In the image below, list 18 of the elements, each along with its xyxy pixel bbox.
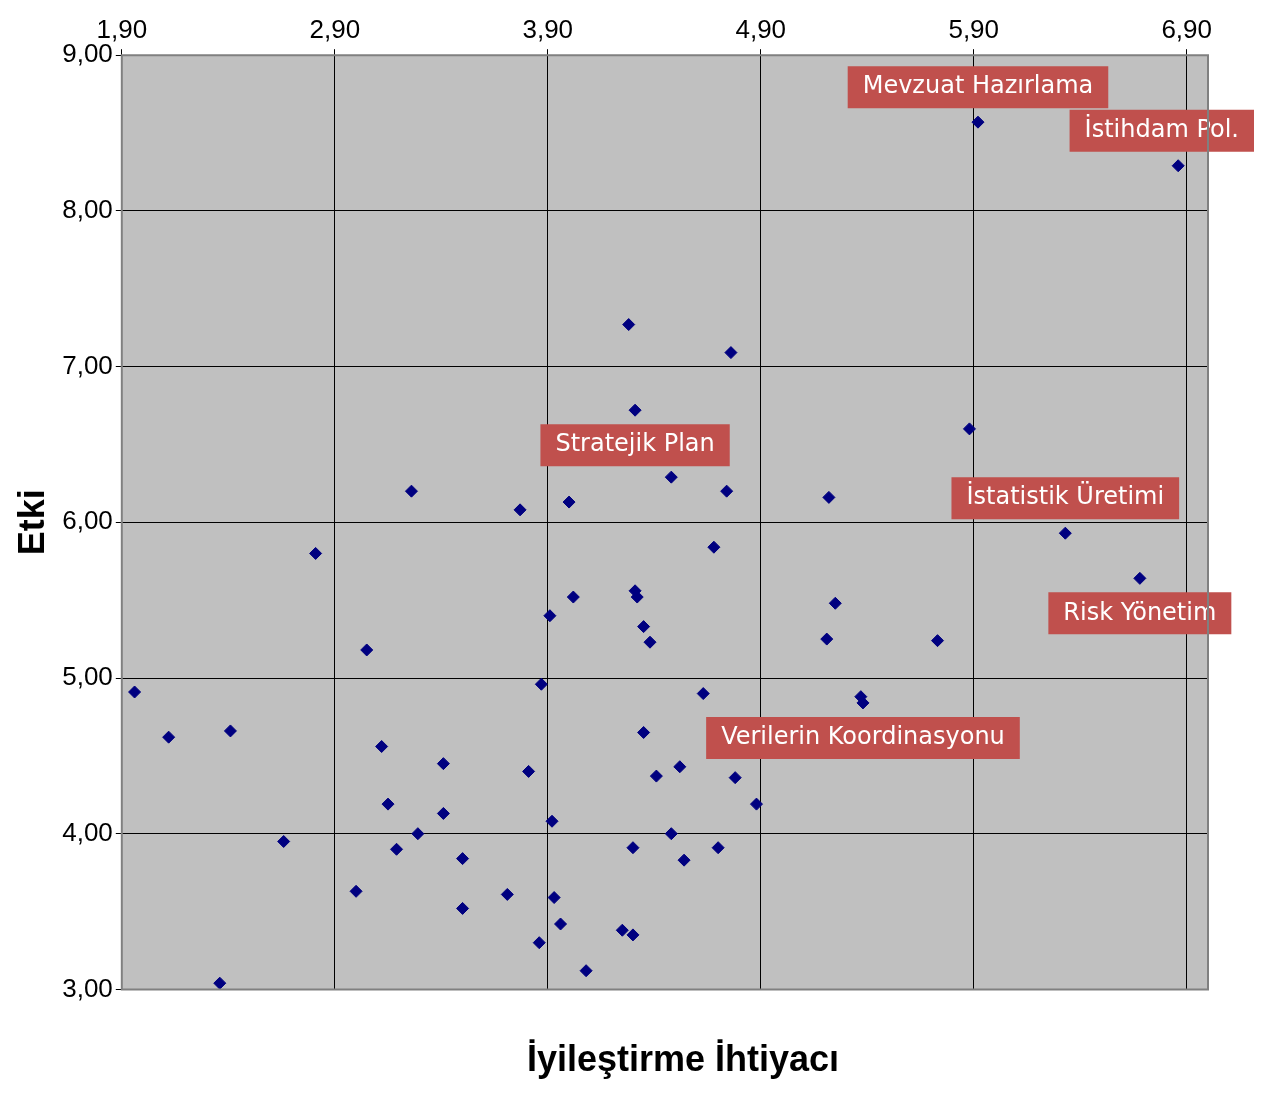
x-axis-title: İyileştirme İhtiyacı bbox=[525, 1038, 841, 1080]
annotation: Stratejik Plan bbox=[555, 429, 715, 458]
x-tick-label: 4,90 bbox=[735, 13, 787, 44]
y-tick-label: 4,00 bbox=[62, 816, 113, 847]
y-tick-label: 6,00 bbox=[62, 505, 113, 536]
x-tick-label: 6,90 bbox=[1161, 13, 1213, 44]
y-tick-label: 8,00 bbox=[62, 194, 113, 225]
y-tick-label: 7,00 bbox=[62, 349, 113, 380]
annotation: İstatistik Üretimi bbox=[966, 481, 1165, 511]
y-tick-label: 3,00 bbox=[62, 972, 113, 1003]
x-tick-label: 2,90 bbox=[309, 13, 361, 44]
y-axis-title: Etki bbox=[10, 489, 52, 556]
x-tick-label: 5,90 bbox=[948, 13, 1000, 44]
y-tick-label: 5,00 bbox=[62, 661, 113, 692]
x-tick-label: 3,90 bbox=[522, 13, 574, 44]
annotation: Mevzuat Hazırlama bbox=[862, 71, 1094, 100]
annotation: Verilerin Koordinasyonu bbox=[721, 722, 1005, 751]
annotation: Risk Yönetim bbox=[1063, 597, 1217, 626]
